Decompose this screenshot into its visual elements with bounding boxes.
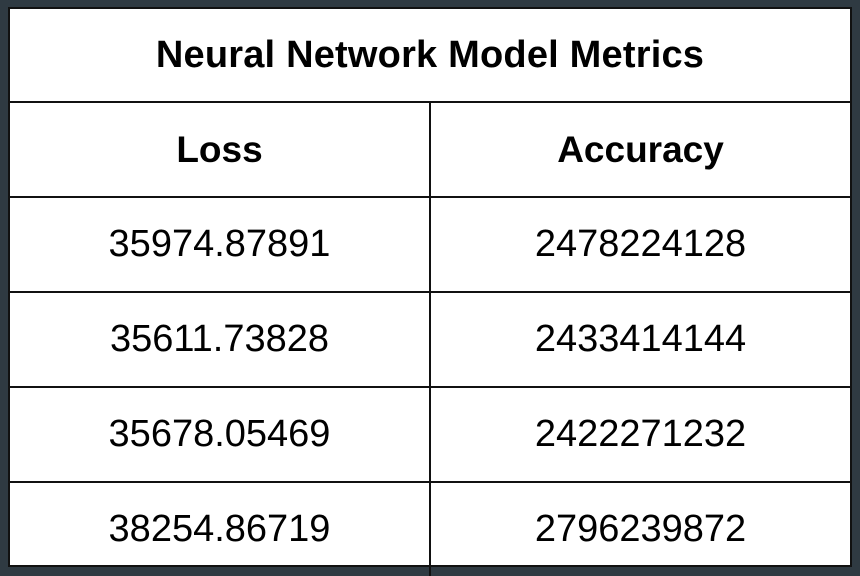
table-row: 38254.86719 2796239872 — [10, 481, 850, 576]
column-header-accuracy: Accuracy — [429, 101, 850, 198]
table-frame: Neural Network Model Metrics Loss Accura… — [8, 7, 852, 576]
accuracy-cell: 2796239872 — [429, 481, 850, 576]
loss-cell: 38254.86719 — [10, 481, 431, 576]
table-row: 35678.05469 2422271232 — [10, 386, 850, 483]
accuracy-cell: 2422271232 — [429, 386, 850, 483]
table-row: 35611.73828 2433414144 — [10, 291, 850, 388]
loss-cell: 35974.87891 — [10, 196, 431, 293]
title-row: Neural Network Model Metrics — [10, 9, 850, 103]
loss-cell: 35678.05469 — [10, 386, 431, 483]
header-row: Loss Accuracy — [10, 101, 850, 198]
loss-cell: 35611.73828 — [10, 291, 431, 388]
table-title: Neural Network Model Metrics — [10, 9, 850, 103]
column-header-loss: Loss — [10, 101, 431, 198]
accuracy-cell: 2478224128 — [429, 196, 850, 293]
table-row: 35974.87891 2478224128 — [10, 196, 850, 293]
metrics-table: Neural Network Model Metrics Loss Accura… — [10, 9, 850, 576]
accuracy-cell: 2433414144 — [429, 291, 850, 388]
